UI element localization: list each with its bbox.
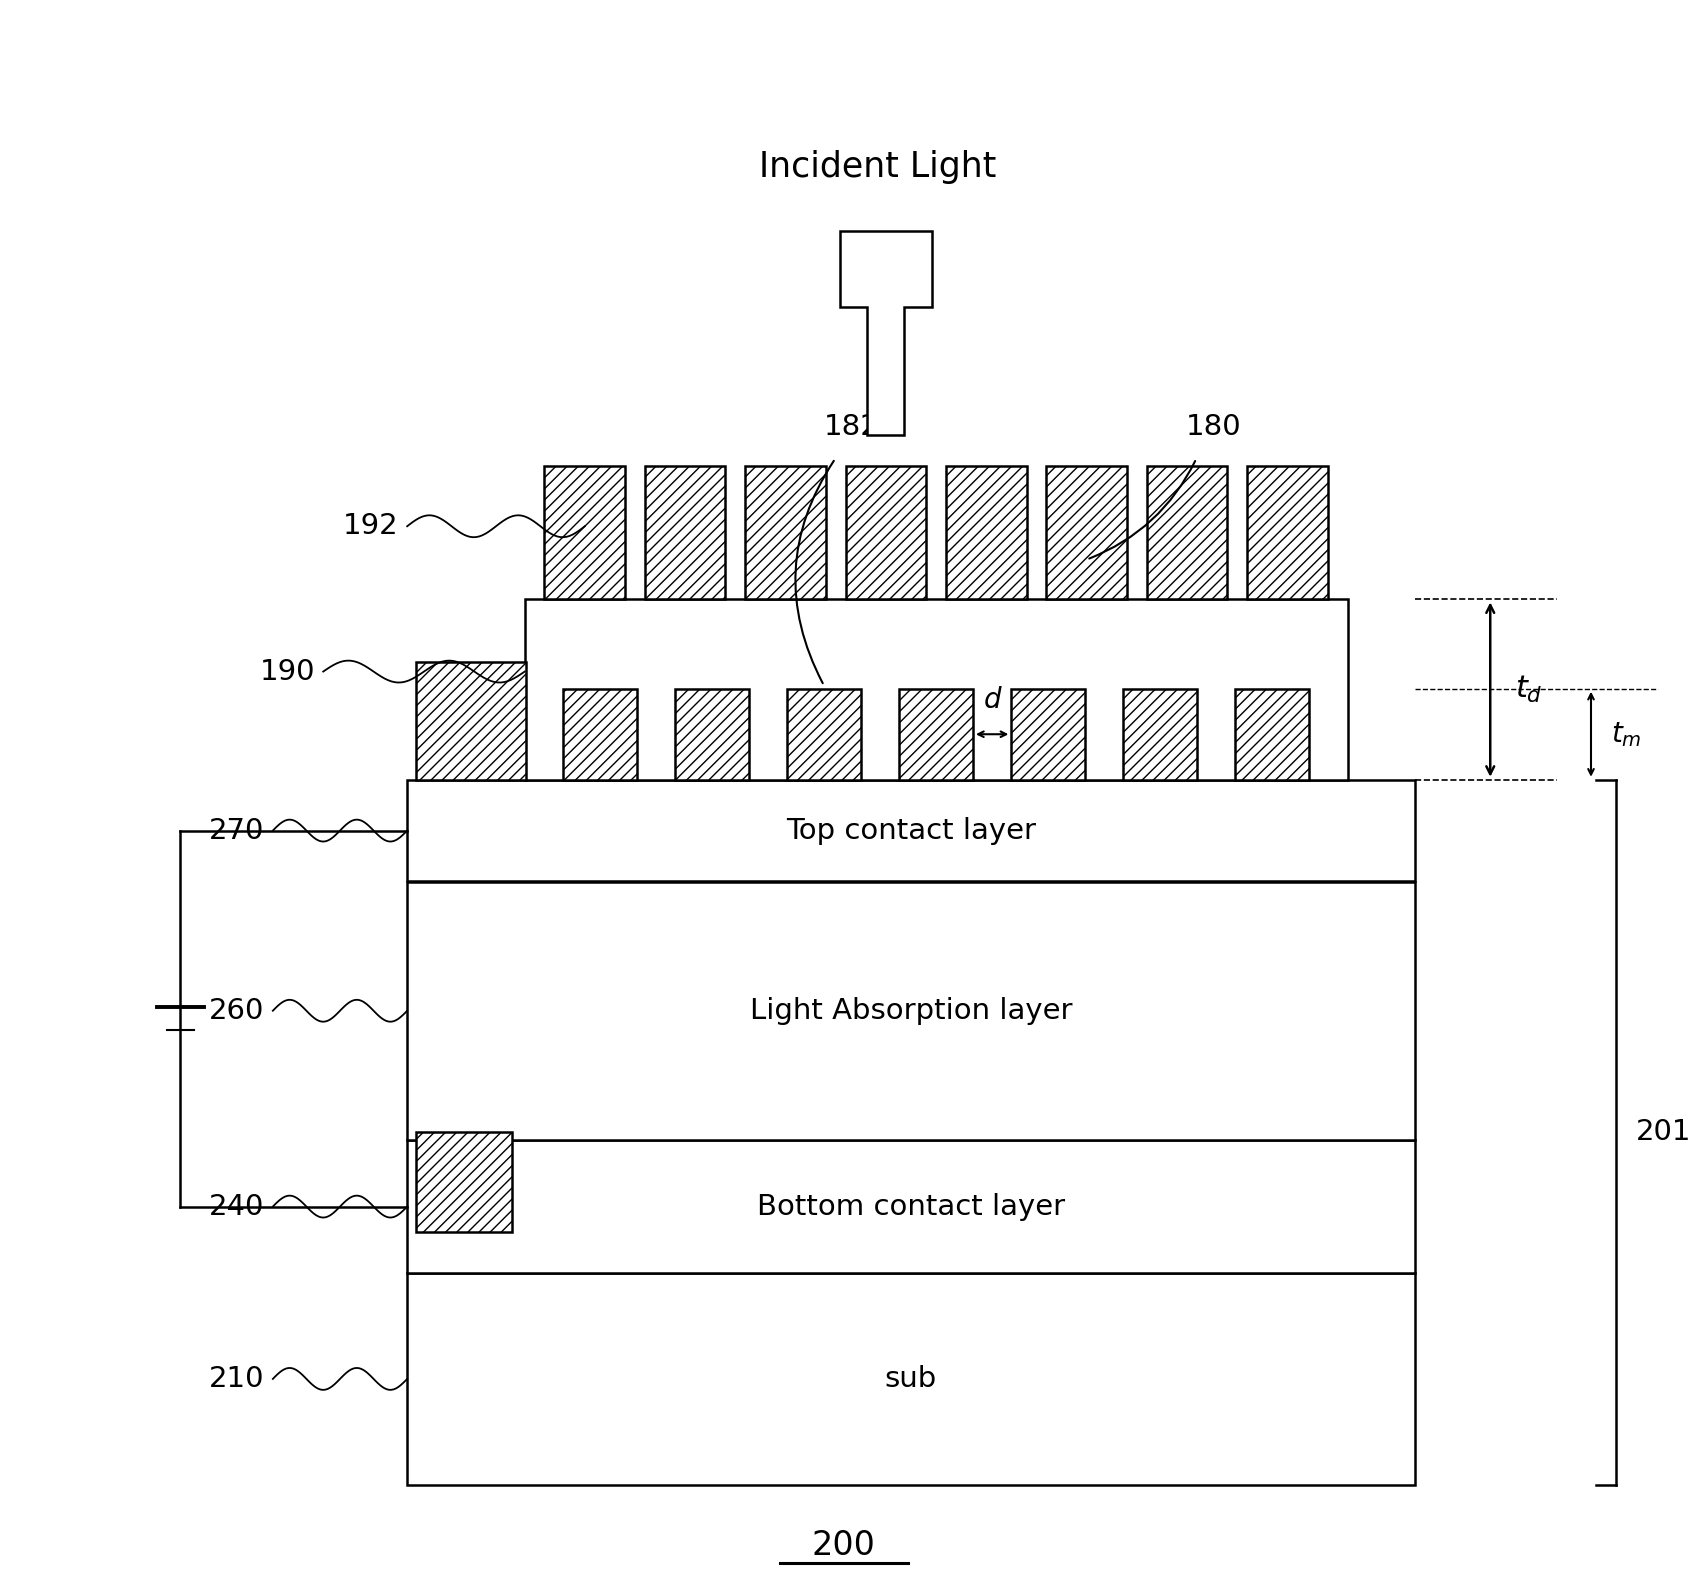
Bar — [899, 688, 972, 780]
Text: d: d — [982, 685, 1001, 713]
Bar — [544, 466, 624, 600]
Text: Top contact layer: Top contact layer — [786, 816, 1035, 844]
Text: 180: 180 — [1185, 413, 1240, 441]
Bar — [946, 466, 1026, 600]
Bar — [644, 466, 725, 600]
Text: Incident Light: Incident Light — [759, 150, 996, 184]
Text: 270: 270 — [210, 816, 264, 844]
Text: 200: 200 — [812, 1529, 875, 1562]
Text: 190: 190 — [259, 658, 315, 685]
Bar — [1045, 466, 1127, 600]
Bar — [407, 780, 1413, 882]
Bar — [745, 466, 825, 600]
Bar — [1146, 466, 1226, 600]
Bar — [846, 466, 926, 600]
Bar — [407, 1140, 1413, 1273]
Bar — [525, 600, 1347, 780]
Bar — [407, 1273, 1413, 1485]
Text: Light Absorption layer: Light Absorption layer — [748, 997, 1071, 1025]
Bar — [675, 688, 748, 780]
Text: 201: 201 — [1635, 1118, 1691, 1147]
Text: Bottom contact layer: Bottom contact layer — [757, 1192, 1064, 1221]
Text: 192: 192 — [343, 512, 399, 540]
Bar — [1234, 688, 1308, 780]
Bar — [1246, 466, 1326, 600]
Text: $t_d$: $t_d$ — [1514, 674, 1541, 706]
Bar — [407, 882, 1413, 1140]
Bar — [1122, 688, 1197, 780]
Bar — [416, 1132, 512, 1232]
Text: 260: 260 — [210, 997, 264, 1025]
Text: 210: 210 — [208, 1366, 264, 1392]
Bar — [563, 688, 636, 780]
Text: 182: 182 — [824, 413, 880, 441]
Text: $t_m$: $t_m$ — [1610, 720, 1640, 748]
Text: 240: 240 — [210, 1192, 264, 1221]
Bar — [1011, 688, 1084, 780]
Bar — [786, 688, 861, 780]
Bar — [416, 662, 527, 780]
Polygon shape — [839, 232, 931, 435]
Text: sub: sub — [885, 1366, 936, 1392]
